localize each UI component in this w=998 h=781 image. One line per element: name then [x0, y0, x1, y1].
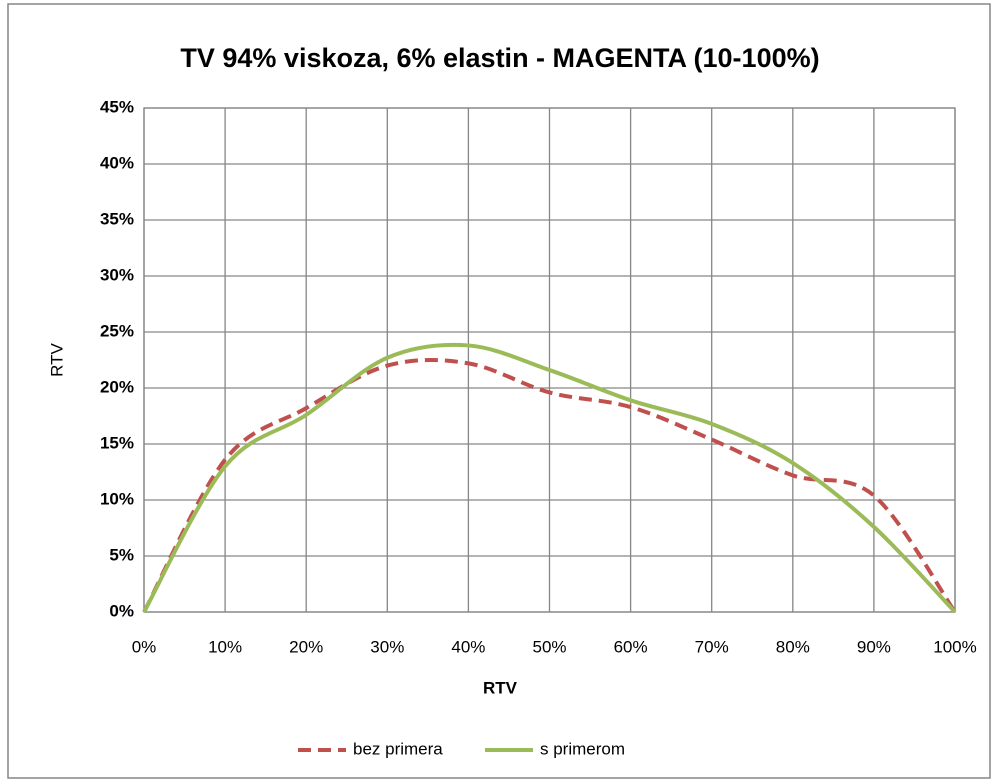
x-tick-label: 80%: [776, 637, 810, 656]
y-tick-label: 35%: [100, 209, 134, 228]
plot-border: [143, 107, 956, 613]
legend-label: bez primera: [353, 739, 443, 758]
y-tick-label: 10%: [100, 489, 134, 508]
y-tick-label: 45%: [100, 97, 134, 116]
chart-title: TV 94% viskoza, 6% elastin - MAGENTA (10…: [180, 43, 819, 73]
y-tick-label: 25%: [100, 321, 134, 340]
x-tick-label: 60%: [614, 637, 648, 656]
line-series: [142, 357, 957, 614]
x-tick-label: 30%: [370, 637, 404, 656]
x-tick-label: 70%: [695, 637, 729, 656]
x-tick-label: 0%: [132, 637, 157, 656]
x-tick-label: 50%: [532, 637, 566, 656]
x-tick-label: 90%: [857, 637, 891, 656]
y-tick-label: 40%: [100, 153, 134, 172]
x-tick-label: 40%: [451, 637, 485, 656]
chart-frame: [7, 3, 991, 779]
y-axis-label: RTV: [47, 342, 66, 376]
line-series: [142, 342, 957, 614]
x-tick-label: 20%: [289, 637, 323, 656]
legend-label: s primerom: [540, 739, 625, 758]
y-tick-label: 0%: [109, 601, 134, 620]
x-axis-label: RTV: [483, 678, 518, 697]
y-tick-label: 30%: [100, 265, 134, 284]
y-tick-label: 20%: [100, 377, 134, 396]
x-tick-label: 100%: [933, 637, 976, 656]
y-tick-label: 15%: [100, 433, 134, 452]
x-tick-label: 10%: [208, 637, 242, 656]
y-tick-label: 5%: [109, 545, 134, 564]
